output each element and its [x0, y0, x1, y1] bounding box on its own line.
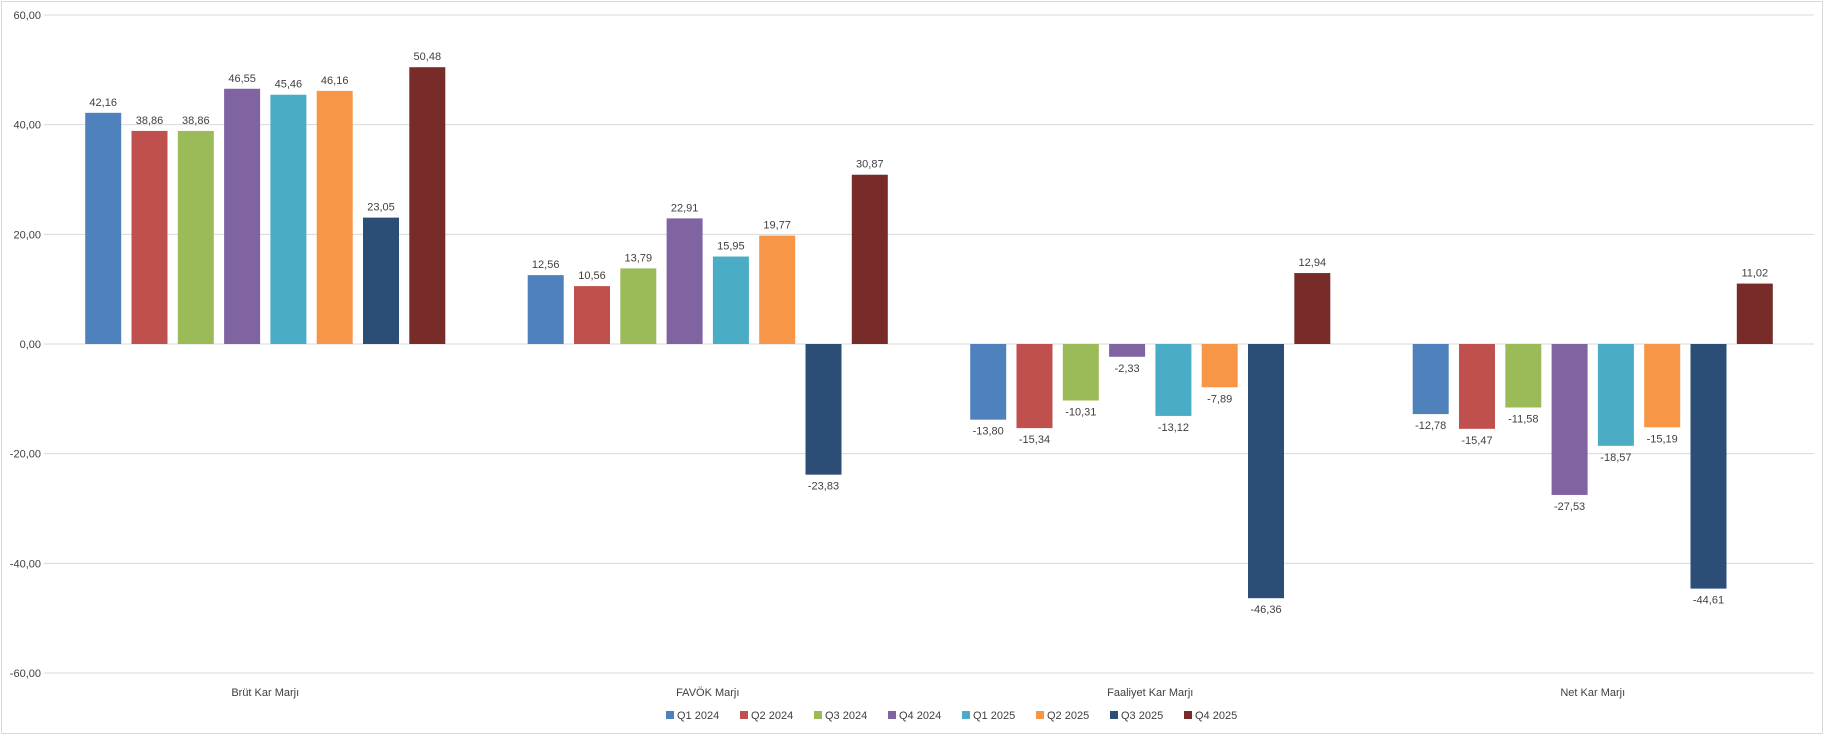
bar: [851, 174, 888, 344]
bar: [1551, 344, 1588, 495]
data-label: 46,55: [228, 73, 256, 85]
bar: [177, 130, 214, 344]
bar: [270, 94, 307, 345]
legend-label: Q2 2025: [1047, 710, 1089, 722]
data-label: -10,31: [1065, 407, 1096, 419]
y-tick-label: 60,00: [13, 10, 41, 22]
data-label: 46,16: [321, 75, 349, 87]
bar: [1459, 344, 1495, 429]
legend-label: Q3 2025: [1121, 710, 1163, 722]
data-label: -13,12: [1158, 422, 1189, 434]
data-label: -7,89: [1207, 393, 1232, 405]
y-tick-label: 40,00: [13, 120, 41, 132]
bar: [1505, 344, 1542, 408]
category-labels: Brüt Kar Marjı FAVÖK Marjı Faaliyet Kar Ma…: [231, 687, 1625, 699]
category-label: Faaliyet Kar Marjı: [1107, 687, 1193, 699]
data-label: 12,94: [1299, 257, 1327, 269]
bar: [1294, 273, 1331, 344]
legend-label: Q4 2025: [1195, 710, 1237, 722]
data-label: 38,86: [136, 115, 164, 127]
data-label: -2,33: [1115, 363, 1140, 375]
category-label: FAVÖK Marjı: [676, 687, 739, 699]
data-label: -13,80: [973, 426, 1004, 438]
legend-swatch: [888, 711, 896, 719]
data-label: 45,46: [275, 79, 303, 91]
bar: [409, 67, 446, 345]
bar: [1412, 344, 1449, 415]
data-label: -11,58: [1508, 413, 1538, 425]
legend-swatch: [962, 711, 970, 719]
bar: [224, 88, 261, 345]
bar: [1248, 344, 1284, 599]
data-label: 13,79: [625, 252, 653, 264]
bar: [805, 344, 842, 475]
data-labels: 42,16 38,86 38,86 46,55 45,46 46,16 23,05 50,48…: [89, 51, 1768, 616]
legend-swatch: [666, 711, 674, 719]
data-label: 30,87: [856, 159, 884, 171]
data-label: 19,77: [763, 220, 791, 232]
data-label: -12,78: [1415, 420, 1446, 432]
bar: [1690, 344, 1727, 589]
bar: [363, 217, 399, 344]
y-tick-label: -60,00: [10, 668, 41, 680]
data-label: -15,19: [1647, 433, 1678, 445]
data-label: 12,56: [532, 259, 560, 271]
data-label: -27,53: [1554, 501, 1585, 513]
data-label: 50,48: [414, 51, 442, 63]
bar: [1016, 344, 1053, 429]
legend-swatch: [1036, 711, 1044, 719]
data-label: -15,47: [1461, 435, 1492, 447]
legend-label: Q1 2025: [973, 710, 1015, 722]
category-label: Net Kar Marjı: [1560, 687, 1625, 699]
data-label: -23,83: [808, 481, 839, 493]
legend-swatch: [740, 711, 748, 719]
bar: [1109, 344, 1146, 357]
bar: [527, 275, 564, 344]
bar: [1644, 344, 1681, 428]
legend-swatch: [814, 711, 822, 719]
legend-label: Q3 2024: [825, 710, 867, 722]
data-label: 22,91: [671, 202, 699, 214]
bar: [970, 344, 1007, 420]
category-label: Brüt Kar Marjı: [231, 687, 299, 699]
y-tick-label: 20,00: [13, 229, 41, 241]
data-label: 11,02: [1741, 268, 1768, 280]
data-label: -46,36: [1250, 604, 1281, 616]
y-axis-tick-labels: 60,00 40,00 20,00 0,00 -20,00 -40,00 -60,00: [10, 10, 41, 680]
bar: [759, 235, 796, 344]
data-label: -44,61: [1693, 595, 1724, 607]
bar: [85, 112, 122, 345]
legend: Q1 2024 Q2 2024 Q3 2024 Q4 2024 Q1 2025 Q2 20…: [666, 710, 1237, 722]
data-label: 38,86: [182, 115, 210, 127]
legend-label: Q2 2024: [751, 710, 793, 722]
data-label: 10,56: [578, 270, 606, 282]
bar: [1155, 344, 1192, 416]
data-label: 23,05: [367, 202, 395, 214]
data-label: -15,34: [1019, 434, 1050, 446]
bar: [1062, 344, 1099, 401]
data-label: 15,95: [717, 241, 745, 253]
bar: [574, 286, 610, 344]
legend-swatch: [1184, 711, 1192, 719]
bar: [1736, 283, 1773, 344]
y-tick-label: -20,00: [10, 449, 41, 461]
bar: [666, 218, 703, 344]
y-tick-label: 0,00: [20, 339, 41, 351]
bar: [1201, 344, 1238, 388]
legend-label: Q1 2024: [677, 710, 719, 722]
gridlines: [44, 14, 1814, 674]
bar: [131, 130, 168, 344]
legend-label: Q4 2024: [899, 710, 941, 722]
y-tick-label: -40,00: [10, 558, 41, 570]
bar: [1597, 344, 1634, 446]
data-label: -18,57: [1600, 452, 1631, 464]
bar: [316, 90, 353, 344]
legend-swatch: [1110, 711, 1118, 719]
bar: [620, 268, 657, 344]
bars: [85, 67, 1773, 599]
bar: [712, 256, 749, 344]
data-label: 42,16: [89, 97, 117, 109]
